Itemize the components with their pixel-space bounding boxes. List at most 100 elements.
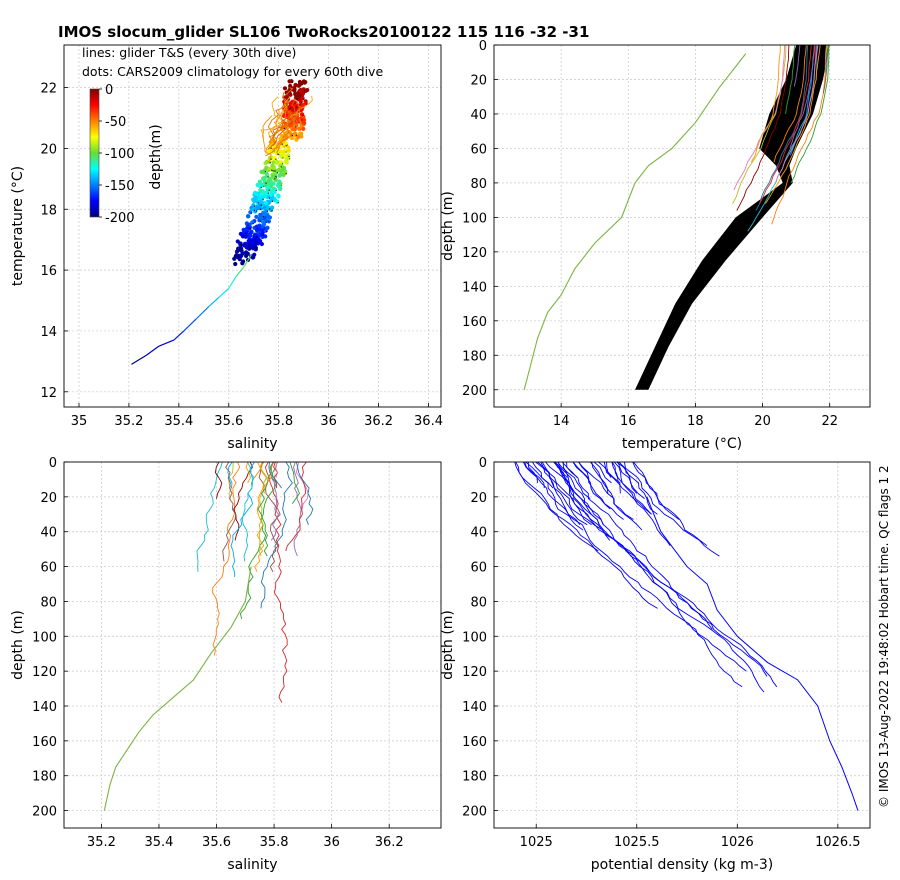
temperature-profile-line	[813, 45, 816, 59]
y-tick-label: 60	[470, 142, 487, 157]
salinity-profile-line	[262, 462, 274, 494]
density-profile-line	[554, 462, 713, 630]
climatology-dot	[239, 253, 244, 259]
salinity-profile-line	[233, 462, 254, 541]
climatology-dot	[271, 149, 276, 154]
climatology-dot	[302, 120, 307, 126]
colorbar-tick-label: -150	[105, 179, 135, 194]
climatology-dot	[260, 232, 265, 237]
climatology-dot-core	[253, 209, 256, 211]
climatology-dot	[277, 184, 282, 189]
salinity-profile-line	[268, 462, 283, 489]
climatology-dot	[244, 245, 249, 250]
climatology-dot	[254, 214, 259, 219]
plot-area	[131, 79, 313, 365]
climatology-dot	[235, 254, 240, 260]
y-tick-label: 14	[40, 325, 57, 340]
climatology-dot-core	[262, 234, 265, 236]
climatology-dot-core	[260, 186, 262, 188]
climatology-dot	[299, 131, 304, 136]
climatology-dot	[253, 245, 258, 250]
y-tick-label: 40	[40, 526, 57, 541]
salinity-profile-line	[285, 462, 307, 552]
climatology-dot	[252, 252, 257, 257]
climatology-dot	[240, 234, 245, 239]
climatology-dot-core	[249, 248, 251, 250]
climatology-dot	[278, 153, 284, 159]
y-tick-label: 180	[462, 770, 487, 785]
climatology-dot-core	[269, 197, 271, 199]
climatology-dot	[300, 96, 305, 101]
y-tick-label: 120	[32, 665, 57, 680]
colorbar-gradient	[89, 88, 100, 218]
glider-ts-line	[267, 98, 296, 150]
climatology-dot	[245, 222, 250, 227]
climatology-dot	[288, 92, 293, 97]
x-tick-label: 22	[821, 414, 838, 429]
y-tick-label: 140	[462, 700, 487, 715]
y-tick-label: 200	[462, 384, 487, 399]
y-tick-label: 18	[40, 203, 57, 218]
density-profile-line	[624, 462, 658, 515]
climatology-dot-core	[246, 233, 248, 235]
x-axis-label: salinity	[227, 857, 277, 873]
y-tick-label: 40	[470, 526, 487, 541]
climatology-dot	[299, 89, 304, 95]
climatology-dot-core	[266, 210, 268, 212]
x-tick-label: 14	[553, 414, 570, 429]
y-tick-label: 80	[470, 177, 487, 192]
temperature-profile-line	[771, 45, 827, 225]
climatology-dot-core	[262, 216, 264, 218]
climatology-dot-core	[277, 202, 279, 204]
climatology-dot-core	[247, 224, 249, 226]
y-tick-label: 0	[49, 456, 57, 471]
y-tick-label: 160	[462, 315, 487, 330]
y-axis-label: depth (m)	[10, 610, 26, 680]
climatology-dot	[252, 232, 258, 237]
glider-ts-line	[265, 108, 303, 157]
climatology-dot	[278, 181, 283, 186]
climatology-dot	[265, 184, 270, 190]
climatology-dot	[286, 148, 291, 153]
deep-ts-segment	[218, 287, 230, 298]
climatology-dot	[253, 191, 258, 196]
temperature-profile-line	[785, 45, 796, 115]
climatology-dot	[284, 160, 289, 165]
climatology-dot-core	[269, 162, 271, 164]
density-profiles-panel: 1025 1025.5 1026 1026.5 0 20 40 60 80 100 120 140 16…	[440, 456, 871, 873]
climatology-dot	[263, 234, 268, 239]
deep-ts-segment	[158, 339, 175, 347]
climatology-dot-core	[271, 210, 273, 212]
density-profile-line	[532, 462, 747, 672]
climatology-dot-core	[244, 232, 246, 234]
y-tick-label: 16	[40, 264, 57, 279]
temperature-profile-line	[789, 45, 816, 149]
climatology-dot	[262, 179, 268, 185]
climatology-dot	[277, 160, 283, 165]
climatology-dot-core	[267, 220, 269, 222]
grid	[64, 45, 441, 407]
climatology-dot	[262, 168, 267, 173]
density-profile-line	[553, 462, 568, 479]
density-profile-line	[562, 462, 600, 525]
climatology-dot-core	[275, 175, 277, 178]
climatology-dot	[296, 83, 301, 88]
glider-ts-line	[267, 96, 291, 145]
density-profile-line	[572, 462, 611, 510]
climatology-dot	[282, 169, 288, 174]
x-tick-label: 36.2	[364, 414, 393, 429]
climatology-dot-core	[301, 119, 303, 121]
climatology-dot	[238, 241, 243, 246]
climatology-dot	[258, 199, 263, 204]
salinity-profile-line	[295, 462, 309, 510]
density-profile-line	[515, 462, 658, 609]
x-tick-label: 35.4	[144, 835, 173, 850]
grid	[494, 461, 870, 828]
climatology-dot-core	[303, 89, 306, 91]
climatology-dot	[278, 163, 283, 168]
climatology-dot	[292, 87, 297, 92]
climatology-dot-core	[276, 172, 279, 174]
climatology-dot-core	[274, 170, 276, 172]
x-tick-label: 35.8	[264, 414, 293, 429]
